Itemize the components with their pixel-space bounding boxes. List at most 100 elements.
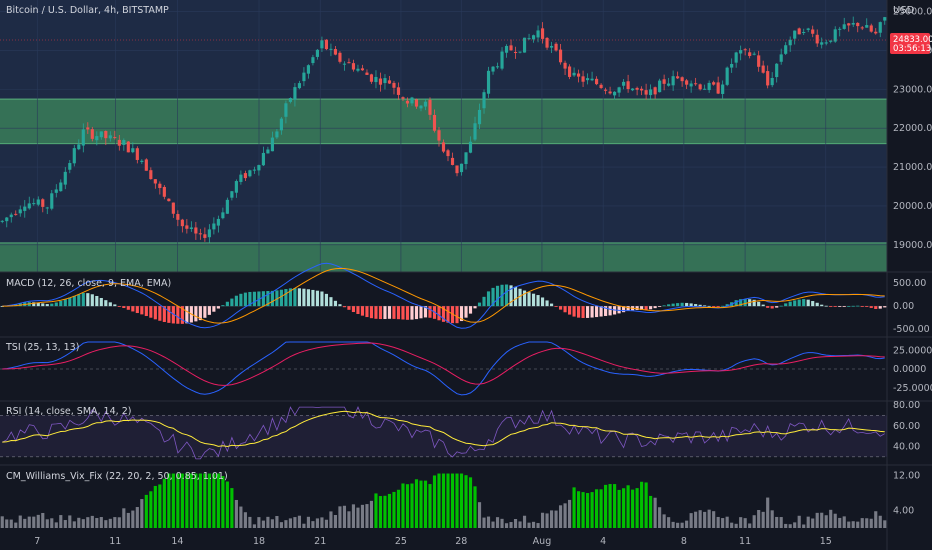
price-tick-label: 21000.00: [893, 162, 932, 173]
vix-bar: [811, 518, 815, 528]
macd-histogram-bar: [261, 291, 265, 307]
vix-bar: [306, 516, 310, 528]
macd-histogram-bar: [117, 306, 121, 307]
candle-body: [315, 49, 320, 57]
candle-body: [608, 91, 612, 94]
macd-histogram-bar: [504, 284, 509, 307]
vix-bar: [707, 509, 711, 528]
candle-body: [770, 78, 774, 86]
vix-bar: [270, 519, 274, 528]
macd-histogram-bar: [707, 305, 711, 307]
vix-bar: [626, 485, 630, 528]
vix-bar: [779, 517, 783, 528]
candles[interactable]: [0, 16, 887, 243]
vix-bar: [613, 484, 617, 528]
macd-histogram-bar: [491, 287, 495, 307]
macd-histogram-bar: [410, 306, 414, 320]
vix-bar: [734, 523, 738, 528]
tsi-title: TSI (25, 13, 13): [5, 342, 79, 353]
candle-body: [117, 139, 121, 146]
candle-body: [171, 202, 175, 214]
vix-bar: [99, 517, 103, 528]
macd-histogram-bar: [306, 289, 310, 307]
vix-bar: [540, 512, 545, 528]
vix-bar: [185, 473, 189, 528]
macd-histogram-bar: [698, 304, 702, 307]
support-zone: [0, 242, 887, 272]
vix-bar: [275, 516, 279, 528]
vix-bar: [500, 518, 504, 528]
macd-histogram-bar: [324, 293, 329, 307]
vix-bar: [54, 522, 58, 528]
macd-histogram-bar: [270, 290, 274, 307]
price-axis[interactable]: 25000.0024000.0023000.0022000.0021000.00…: [893, 7, 932, 517]
candle-body: [590, 78, 594, 81]
macd-histogram-bar: [59, 300, 63, 307]
macd-line: [2, 262, 885, 329]
rsi-pane[interactable]: [0, 406, 887, 460]
vix-bar: [243, 512, 247, 528]
candle-body: [739, 50, 743, 54]
candle-body: [135, 148, 139, 160]
vix-bar: [315, 518, 320, 528]
candle-body: [851, 23, 855, 25]
candle-body: [243, 173, 247, 179]
candle-body: [595, 78, 599, 85]
candle-body: [347, 62, 351, 64]
macd-histogram-bar: [360, 306, 365, 316]
macd-histogram-bar: [883, 306, 887, 308]
macd-histogram-bar: [860, 306, 864, 307]
vix-bar: [635, 488, 639, 528]
candle-body: [392, 82, 396, 88]
candle-body: [649, 89, 653, 96]
time-axis[interactable]: 7 11 14 18 21 25 28 Aug 4 8 11 15: [34, 536, 832, 547]
macd-histogram-bar: [54, 302, 58, 307]
macd-histogram-bar: [743, 298, 747, 307]
time-tick-label: 8: [681, 536, 687, 547]
vix-bar: [203, 473, 207, 528]
vix-pane[interactable]: [0, 473, 887, 528]
macd-histogram-bar: [658, 306, 662, 307]
candle-body: [18, 209, 22, 214]
vix-bar: [405, 484, 410, 528]
vix-bar: [140, 499, 144, 528]
candle-body: [14, 213, 18, 215]
macd-histogram-bar: [685, 302, 689, 307]
time-tick-label: 11: [109, 536, 121, 547]
candle-body: [631, 88, 635, 91]
macd-histogram-bar: [230, 298, 234, 307]
vix-bar: [473, 486, 477, 528]
tsi-pane[interactable]: [0, 341, 887, 396]
vix-bar: [455, 473, 459, 528]
macd-histogram-bar: [473, 306, 477, 309]
vix-bar: [360, 504, 365, 528]
vix-bar: [545, 513, 549, 528]
candle-body: [446, 150, 450, 157]
candle-body: [676, 76, 680, 79]
macd-pane[interactable]: [0, 262, 887, 329]
vix-bar: [383, 495, 387, 528]
macd-histogram-bar: [131, 306, 135, 312]
vix-bar: [180, 473, 184, 528]
vix-bar: [320, 517, 324, 528]
macd-histogram-bar: [302, 288, 306, 307]
vix-bar: [14, 522, 18, 528]
candle-body: [59, 182, 63, 192]
candle-body: [685, 80, 689, 85]
candle-body: [23, 206, 27, 211]
candle-body: [509, 45, 513, 51]
macd-histogram-bar: [739, 299, 743, 307]
candle-body: [500, 51, 504, 69]
rsi-band: [0, 415, 887, 457]
candle-body: [414, 99, 419, 107]
macd-histogram-bar: [387, 306, 392, 319]
macd-histogram-bar: [180, 306, 184, 324]
candle-body: [261, 152, 265, 166]
candle-body: [90, 129, 94, 139]
candle-body: [378, 78, 383, 85]
candle-body: [878, 22, 882, 33]
vix-bar: [860, 518, 864, 528]
macd-histogram-bar: [522, 290, 527, 307]
candle-body: [423, 101, 428, 107]
